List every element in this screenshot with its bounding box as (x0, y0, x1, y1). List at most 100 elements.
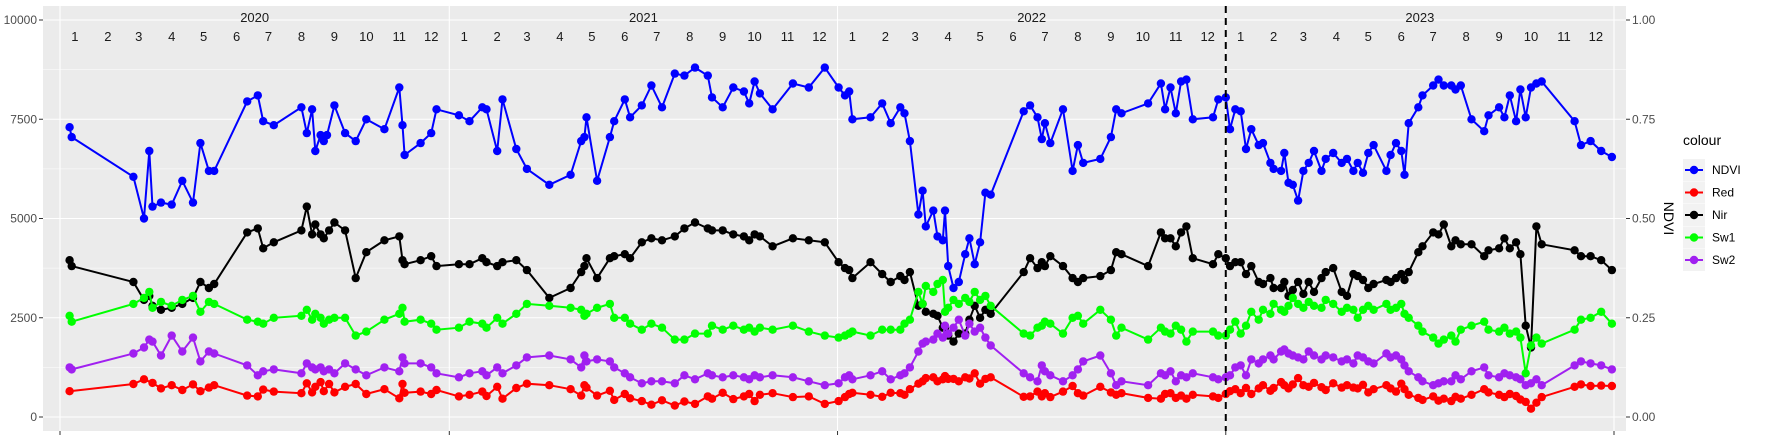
data-point-red (1288, 380, 1298, 389)
data-point-nir (1269, 283, 1278, 293)
data-point-sw1 (921, 281, 930, 291)
data-point-red (750, 396, 759, 406)
data-point-ndvi (878, 99, 887, 108)
data-point-sw1 (620, 313, 629, 322)
data-point-sw2 (1073, 365, 1083, 374)
data-point-ndvi (253, 91, 262, 100)
data-point-sw1 (1521, 369, 1530, 378)
data-point-sw1 (1188, 327, 1198, 336)
legend-label-sw1: Sw1 (1712, 231, 1736, 245)
data-point-ndvi (834, 83, 843, 92)
data-point-nir (1586, 252, 1595, 261)
data-point-sw2 (1079, 357, 1088, 366)
data-point-ndvi (1299, 166, 1308, 176)
data-point-ndvi (1521, 113, 1530, 122)
data-point-nir (1484, 246, 1493, 255)
data-point-nir (1309, 287, 1319, 297)
data-point-red (253, 392, 262, 401)
data-point-nir (745, 236, 754, 245)
data-point-sw1 (954, 299, 963, 309)
data-point-sw2 (400, 359, 409, 368)
data-point-ndvi (210, 166, 219, 176)
data-point-sw2 (986, 341, 995, 350)
data-point-nir (1176, 228, 1186, 237)
data-point-ndvi (788, 79, 798, 88)
data-point-red (970, 369, 979, 378)
data-point-red (1391, 387, 1401, 396)
data-point-red (512, 383, 521, 393)
data-point-sw1 (1112, 331, 1121, 340)
data-point-ndvi (582, 113, 591, 122)
data-point-ndvi (896, 103, 905, 112)
data-point-sw1 (67, 317, 76, 326)
data-point-sw2 (1349, 359, 1358, 368)
data-point-sw1 (522, 299, 532, 309)
data-point-red (1484, 388, 1493, 397)
data-point-ndvi (1484, 111, 1493, 120)
data-point-nir (1434, 230, 1443, 239)
data-point-ndvi (1214, 95, 1223, 104)
data-point-ndvi (322, 130, 332, 140)
data-point-red (1439, 394, 1449, 403)
data-point-ndvi (680, 71, 689, 80)
data-point-nir (1280, 277, 1289, 287)
data-point-ndvi (1258, 138, 1268, 148)
data-point-ndvi (1117, 109, 1126, 118)
data-point-sw1 (400, 317, 409, 326)
data-point-nir (1521, 321, 1530, 330)
data-point-ndvi (592, 176, 602, 185)
year-label: 2022 (1017, 10, 1046, 25)
data-point-sw2 (1236, 361, 1245, 370)
data-point-sw1 (1576, 315, 1586, 324)
data-point-red (416, 387, 425, 396)
data-point-sw1 (1439, 335, 1449, 344)
data-point-red (1046, 392, 1055, 402)
data-point-red (954, 377, 963, 386)
data-point-red (878, 392, 887, 401)
data-point-ndvi (625, 113, 635, 122)
data-point-sw2 (1369, 359, 1378, 368)
data-point-sw2 (1532, 375, 1541, 384)
data-point-sw2 (690, 375, 700, 384)
data-point-ndvi (311, 146, 320, 156)
data-point-red (1143, 393, 1153, 403)
month-label: 6 (1009, 29, 1016, 44)
data-point-sw2 (940, 321, 950, 330)
data-point-sw2 (820, 381, 829, 390)
y-tick-label-left: 10000 (4, 13, 38, 27)
data-point-sw2 (1467, 367, 1476, 376)
data-point-sw2 (67, 365, 76, 374)
data-point-sw2 (1439, 377, 1449, 386)
data-point-ndvi (1607, 152, 1617, 162)
data-point-nir (670, 232, 679, 241)
legend-label-red: Red (1712, 186, 1734, 200)
month-label: 11 (781, 29, 795, 44)
data-point-sw2 (1171, 377, 1181, 386)
data-point-ndvi (156, 198, 166, 207)
data-point-nir (1516, 250, 1525, 259)
data-point-sw1 (297, 311, 306, 320)
year-label: 2023 (1405, 10, 1434, 25)
data-point-ndvi (330, 101, 339, 110)
data-point-sw1 (1269, 299, 1278, 309)
data-series (65, 63, 1617, 413)
data-point-nir (269, 238, 278, 247)
data-point-red (1418, 395, 1427, 405)
data-point-sw1 (965, 297, 974, 307)
data-point-nir (400, 260, 409, 269)
data-point-red (986, 373, 995, 382)
data-point-ndvi (493, 146, 502, 156)
data-point-sw1 (1073, 311, 1083, 320)
data-point-red (1269, 383, 1278, 393)
data-point-nir (522, 265, 532, 275)
data-point-sw2 (1025, 373, 1035, 382)
data-point-sw2 (905, 363, 915, 372)
data-point-ndvi (1586, 136, 1595, 146)
data-point-red (1369, 385, 1378, 394)
grid (43, 6, 1626, 431)
data-point-red (768, 389, 777, 398)
data-point-sw1 (938, 275, 947, 285)
data-point-sw1 (259, 319, 268, 328)
month-label: 1 (1237, 29, 1244, 44)
data-point-ndvi (454, 111, 464, 120)
